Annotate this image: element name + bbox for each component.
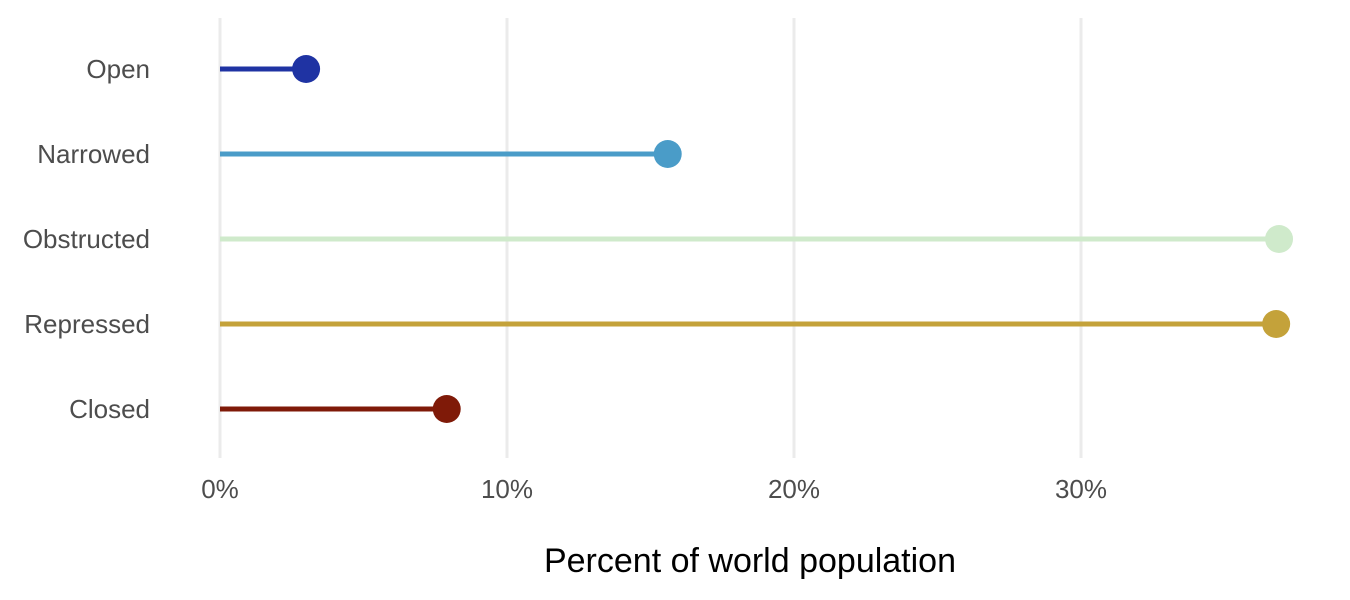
category-label: Obstructed [23,224,150,254]
lollipop-point-narrowed [653,140,682,168]
category-label: Open [86,54,150,84]
y-axis-categories: Open Narrowed Obstructed Repressed Closed [23,54,150,424]
x-tick-label: 0% [201,474,239,504]
x-axis-ticks: 0% 10% 20% 30% [201,474,1107,504]
lollipop-marks [220,55,1294,423]
x-axis-title: Percent of world population [544,542,956,580]
x-tick-label: 20% [768,474,820,504]
lollipop-point-closed [432,395,461,423]
category-label: Closed [69,394,150,424]
category-label: Narrowed [37,139,150,169]
lollipop-point-obstructed [1265,225,1294,253]
lollipop-point-open [292,55,321,83]
lollipop-point-repressed [1262,310,1291,338]
x-tick-label: 30% [1055,474,1107,504]
category-label: Repressed [24,309,150,339]
x-tick-label: 10% [481,474,533,504]
